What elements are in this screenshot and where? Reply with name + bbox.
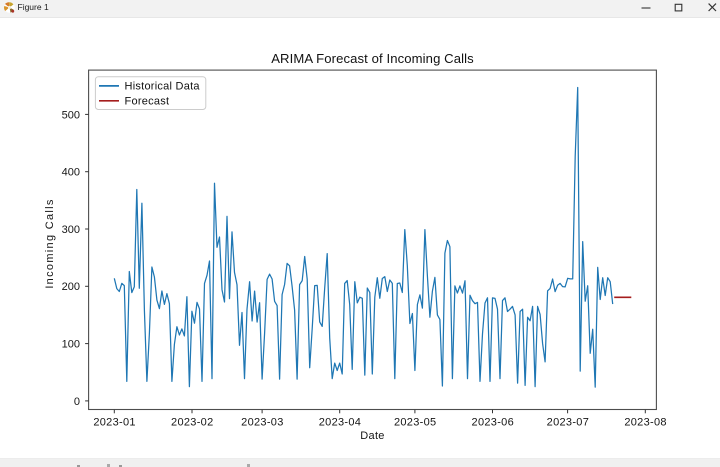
svg-text:500: 500 xyxy=(62,109,80,121)
svg-text:2023-02: 2023-02 xyxy=(171,416,213,428)
svg-text:2023-05: 2023-05 xyxy=(394,416,436,428)
svg-text:2023-06: 2023-06 xyxy=(472,416,514,428)
svg-text:2023-04: 2023-04 xyxy=(319,416,361,428)
svg-text:Date: Date xyxy=(360,430,384,442)
svg-text:200: 200 xyxy=(62,281,80,293)
svg-text:2023-08: 2023-08 xyxy=(624,416,666,428)
svg-text:400: 400 xyxy=(62,167,80,179)
svg-text:Forecast: Forecast xyxy=(125,96,170,108)
svg-text:ARIMA Forecast of Incoming Cal: ARIMA Forecast of Incoming Calls xyxy=(271,51,474,66)
svg-text:2023-01: 2023-01 xyxy=(93,416,135,428)
svg-text:100: 100 xyxy=(62,339,80,351)
svg-text:Incoming Calls: Incoming Calls xyxy=(44,198,56,288)
svg-text:300: 300 xyxy=(62,224,80,236)
svg-text:2023-07: 2023-07 xyxy=(547,416,589,428)
svg-text:0: 0 xyxy=(74,396,80,408)
svg-text:2023-03: 2023-03 xyxy=(241,416,283,428)
svg-text:Historical Data: Historical Data xyxy=(125,81,201,93)
